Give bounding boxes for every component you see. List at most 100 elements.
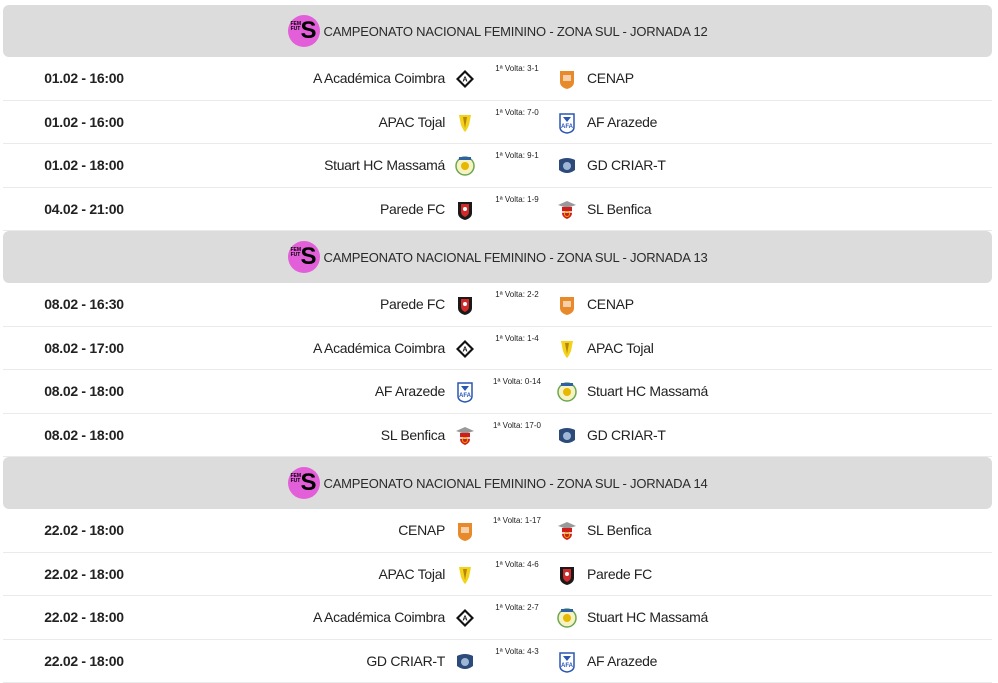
first-leg-score: 1ª Volta: 2-2 [481, 290, 553, 299]
match-row[interactable]: 08.02 - 18:00 SL Benfica 1ª Volta: 17-0 … [3, 414, 992, 458]
home-team[interactable]: Parede FC [380, 283, 445, 326]
first-leg-score: 1ª Volta: 2-7 [481, 603, 553, 612]
first-leg-score: 1ª Volta: 17-0 [481, 421, 553, 430]
arazede-crest-icon: AFA [556, 112, 578, 134]
home-team[interactable]: APAC Tojal [378, 101, 445, 144]
home-team[interactable]: Parede FC [380, 188, 445, 231]
away-team[interactable]: CENAP [587, 57, 634, 100]
home-team[interactable]: A Académica Coimbra [313, 596, 445, 639]
away-team[interactable]: SL Benfica [587, 509, 651, 552]
first-leg-score: 1ª Volta: 1-4 [481, 334, 553, 343]
criart-crest-icon [454, 651, 476, 673]
svg-text:AFA: AFA [561, 124, 574, 130]
home-team[interactable]: APAC Tojal [378, 553, 445, 596]
match-row[interactable]: 01.02 - 16:00 APAC Tojal 1ª Volta: 7-0 A… [3, 101, 992, 145]
match-date: 22.02 - 18:00 [3, 640, 165, 683]
home-team[interactable]: AF Arazede [375, 370, 445, 413]
academica-crest-icon: A [454, 607, 476, 629]
stuart-crest-icon [556, 607, 578, 629]
match-date: 04.02 - 21:00 [3, 188, 165, 231]
first-leg-score: 1ª Volta: 1-9 [481, 195, 553, 204]
apac-crest-icon [454, 564, 476, 586]
home-team[interactable]: GD CRIAR-T [366, 640, 445, 683]
svg-text:AFA: AFA [561, 663, 574, 669]
first-leg-score: 1ª Volta: 4-3 [481, 647, 553, 656]
cenap-crest-icon [454, 520, 476, 542]
away-team[interactable]: Stuart HC Massamá [587, 596, 708, 639]
home-team[interactable]: Stuart HC Massamá [324, 144, 445, 187]
match-row[interactable]: 08.02 - 17:00 A Académica Coimbra A 1ª V… [3, 327, 992, 371]
home-team[interactable]: A Académica Coimbra [313, 57, 445, 100]
criart-crest-icon [556, 155, 578, 177]
svg-text:AFA: AFA [459, 393, 472, 399]
away-team[interactable]: CENAP [587, 283, 634, 326]
parede-crest-icon [556, 564, 578, 586]
section-title: CAMPEONATO NACIONAL FEMININO - ZONA SUL … [324, 250, 708, 265]
apac-crest-icon [556, 338, 578, 360]
match-date: 01.02 - 16:00 [3, 57, 165, 100]
match-date: 08.02 - 16:30 [3, 283, 165, 326]
match-date: 22.02 - 18:00 [3, 509, 165, 552]
match-date: 22.02 - 18:00 [3, 596, 165, 639]
cenap-crest-icon [556, 294, 578, 316]
arazede-crest-icon: AFA [556, 651, 578, 673]
match-row[interactable]: 22.02 - 18:00 GD CRIAR-T 1ª Volta: 4-3 A… [3, 640, 992, 683]
away-team[interactable]: GD CRIAR-T [587, 414, 666, 457]
cenap-crest-icon [556, 68, 578, 90]
first-leg-score: 1ª Volta: 9-1 [481, 151, 553, 160]
home-team[interactable]: CENAP [398, 509, 445, 552]
home-team[interactable]: SL Benfica [381, 414, 445, 457]
match-row[interactable]: 01.02 - 18:00 Stuart HC Massamá 1ª Volta… [3, 144, 992, 188]
away-team[interactable]: APAC Tojal [587, 327, 654, 370]
first-leg-score: 1ª Volta: 3-1 [481, 64, 553, 73]
criart-crest-icon [556, 425, 578, 447]
match-row[interactable]: 08.02 - 16:30 Parede FC 1ª Volta: 2-2 CE… [3, 283, 992, 327]
first-leg-score: 1ª Volta: 7-0 [481, 108, 553, 117]
parede-crest-icon [454, 199, 476, 221]
match-date: 08.02 - 18:00 [3, 414, 165, 457]
away-team[interactable]: AF Arazede [587, 640, 657, 683]
match-row[interactable]: 22.02 - 18:00 APAC Tojal 1ª Volta: 4-6 P… [3, 553, 992, 597]
away-team[interactable]: SL Benfica [587, 188, 651, 231]
match-row[interactable]: 22.02 - 18:00 A Académica Coimbra A 1ª V… [3, 596, 992, 640]
benfica-crest-icon [556, 520, 578, 542]
benfica-crest-icon [556, 199, 578, 221]
away-team[interactable]: Stuart HC Massamá [587, 370, 708, 413]
svg-text:A: A [462, 346, 467, 353]
match-date: 01.02 - 18:00 [3, 144, 165, 187]
match-date: 01.02 - 16:00 [3, 101, 165, 144]
away-team[interactable]: AF Arazede [587, 101, 657, 144]
first-leg-score: 1ª Volta: 4-6 [481, 560, 553, 569]
academica-crest-icon: A [454, 338, 476, 360]
stuart-crest-icon [454, 155, 476, 177]
first-leg-score: 1ª Volta: 0-14 [481, 377, 553, 386]
match-row[interactable]: 01.02 - 16:00 A Académica Coimbra A 1ª V… [3, 57, 992, 101]
home-team[interactable]: A Académica Coimbra [313, 327, 445, 370]
first-leg-score: 1ª Volta: 1-17 [481, 516, 553, 525]
stuart-crest-icon [556, 381, 578, 403]
match-row[interactable]: 08.02 - 18:00 AF Arazede AFA 1ª Volta: 0… [3, 370, 992, 414]
match-row[interactable]: 22.02 - 18:00 CENAP 1ª Volta: 1-17 SL Be… [3, 509, 992, 553]
svg-text:A: A [462, 616, 467, 623]
away-team[interactable]: GD CRIAR-T [587, 144, 666, 187]
match-row[interactable]: 04.02 - 21:00 Parede FC 1ª Volta: 1-9 SL… [3, 188, 992, 232]
benfica-crest-icon [454, 425, 476, 447]
match-date: 08.02 - 18:00 [3, 370, 165, 413]
arazede-crest-icon: AFA [454, 381, 476, 403]
away-team[interactable]: Parede FC [587, 553, 652, 596]
svg-text:A: A [462, 77, 467, 84]
match-date: 22.02 - 18:00 [3, 553, 165, 596]
match-date: 08.02 - 17:00 [3, 327, 165, 370]
apac-crest-icon [454, 112, 476, 134]
parede-crest-icon [454, 294, 476, 316]
section-title: CAMPEONATO NACIONAL FEMININO - ZONA SUL … [324, 476, 708, 491]
section-title: CAMPEONATO NACIONAL FEMININO - ZONA SUL … [324, 24, 708, 39]
